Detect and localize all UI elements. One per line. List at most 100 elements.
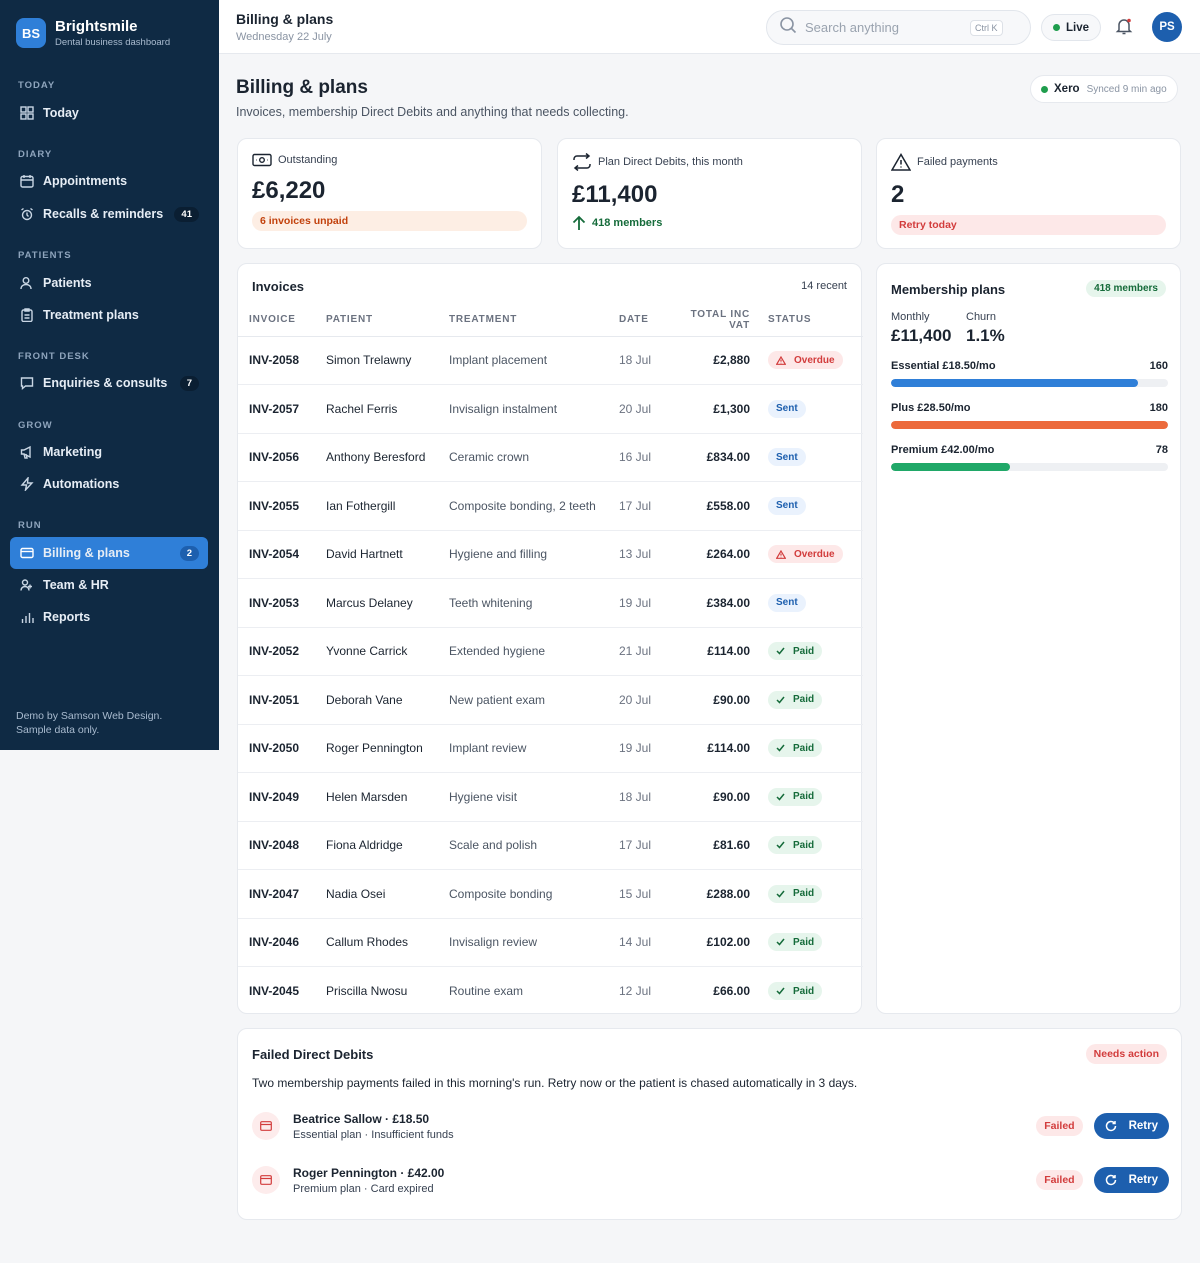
check-icon (776, 890, 789, 898)
invoice-id[interactable]: INV-2050 (238, 724, 315, 773)
sidebar-item-enquiries[interactable]: Enquiries & consults 7 (10, 367, 208, 399)
table-row[interactable]: INV-2058 Simon Trelawny Implant placement 1… (238, 336, 863, 385)
table-row[interactable]: INV-2052 Yvonne Carrick Extended hygiene 21… (238, 627, 863, 676)
invoice-id[interactable]: INV-2053 (238, 578, 315, 628)
invoice-date: 20 Jul (608, 384, 663, 434)
table-row[interactable]: INV-2057 Rachel Ferris Invisalign instalme… (238, 384, 863, 434)
retry-button[interactable]: Retry (1093, 1113, 1169, 1139)
status-cell: Paid (758, 627, 863, 676)
sidebar-item-patients[interactable]: Patients (10, 267, 208, 299)
invoice-id[interactable]: INV-2051 (238, 675, 315, 725)
invoice-id[interactable]: INV-2046 (238, 918, 315, 967)
table-header-row: INVOICE PATIENT TREATMENT DATE TOTAL INC… (238, 304, 863, 337)
table-row[interactable]: INV-2049 Helen Marsden Hygiene visit 18 Jul… (238, 772, 863, 822)
monthly-label: Monthly (891, 311, 930, 323)
invoice-id[interactable]: INV-2047 (238, 869, 315, 919)
column-header-treatment[interactable]: TREATMENT (438, 304, 608, 337)
avatar[interactable]: PS (1152, 12, 1182, 42)
column-header-patient[interactable]: PATIENT (315, 304, 438, 337)
failed-dd-meta: Premium plan · Card expired (293, 1182, 434, 1195)
team-icon (19, 577, 35, 593)
members-count: 418 members (592, 217, 663, 229)
column-header-total[interactable]: TOTAL INC VAT (663, 304, 758, 337)
page-subtitle: Invoices, membership Direct Debits and a… (236, 105, 629, 119)
table-row[interactable]: INV-2050 Roger Pennington Implant review 19… (238, 724, 863, 773)
status-cell: Sent (758, 578, 863, 628)
repeat-icon (572, 153, 592, 171)
members-trend: 418 members (572, 215, 847, 231)
invoice-total: £288.00 (663, 869, 758, 919)
plan-progress-track (891, 379, 1168, 387)
sidebar-item-appointments[interactable]: Appointments (10, 165, 208, 197)
sidebar-item-label: Team & HR (43, 578, 109, 592)
failed-dd-meta: Essential plan · Insufficient funds (293, 1128, 454, 1141)
status-label: Paid (793, 791, 815, 803)
table-row[interactable]: INV-2055 Ian Fothergill Composite bonding,… (238, 481, 863, 531)
retry-today-pill: Retry today (891, 215, 1166, 235)
status-label: Paid (793, 839, 815, 851)
table-row[interactable]: INV-2045 Priscilla Nwosu Routine exam 12 Ju… (238, 967, 863, 1016)
churn-value: 1.1% (966, 326, 1005, 345)
status-badge: Paid (768, 787, 823, 806)
column-header-status[interactable]: STATUS (758, 304, 863, 337)
search-input[interactable] (805, 20, 970, 35)
failed-status-badge: Failed (1036, 1116, 1083, 1136)
plan-label-row: Plus £28.50/mo 180 (891, 402, 1168, 414)
invoice-id[interactable]: INV-2058 (238, 336, 315, 385)
treatment: Invisalign instalment (438, 384, 608, 434)
nav-section-patients: PATIENTS (18, 250, 72, 261)
retry-button[interactable]: Retry (1093, 1167, 1169, 1193)
live-indicator[interactable]: Live (1041, 14, 1102, 41)
check-icon (776, 744, 789, 752)
treatment: Composite bonding (438, 869, 608, 919)
xero-sync-badge[interactable]: Xero Synced 9 min ago (1030, 75, 1178, 103)
search-box[interactable]: Ctrl K (766, 10, 1031, 45)
table-row[interactable]: INV-2048 Fiona Aldridge Scale and polish 17… (238, 821, 863, 870)
column-header-invoice[interactable]: INVOICE (238, 304, 315, 337)
sidebar-item-reports[interactable]: Reports (10, 601, 208, 633)
sidebar-item-label: Treatment plans (43, 308, 139, 322)
sidebar-item-label: Appointments (43, 174, 128, 188)
sidebar-item-automations[interactable]: Automations (10, 468, 208, 500)
patient-name: Anthony Beresford (315, 433, 438, 482)
treatment: Composite bonding, 2 teeth (438, 481, 608, 531)
invoice-total: £114.00 (663, 627, 758, 676)
megaphone-icon (19, 444, 35, 460)
invoice-id[interactable]: INV-2048 (238, 821, 315, 870)
table-row[interactable]: INV-2046 Callum Rhodes Invisalign review 14… (238, 918, 863, 967)
table-row[interactable]: INV-2056 Anthony Beresford Ceramic crown 16… (238, 433, 863, 482)
sidebar-item-recalls[interactable]: Recalls & reminders 41 (10, 198, 208, 230)
invoice-id[interactable]: INV-2057 (238, 384, 315, 434)
sidebar-item-marketing[interactable]: Marketing (10, 436, 208, 468)
table-row[interactable]: INV-2053 Marcus Delaney Teeth whitening 19 … (238, 578, 863, 628)
failed-direct-debits-card: Failed Direct Debits Needs action Two me… (237, 1028, 1182, 1220)
table-row[interactable]: INV-2054 David Hartnett Hygiene and fillin… (238, 530, 863, 579)
arrow-up-icon (572, 215, 586, 231)
invoice-id[interactable]: INV-2045 (249, 984, 300, 998)
chat-icon (19, 375, 35, 391)
calendar-icon (19, 173, 35, 189)
invoice-id[interactable]: INV-2056 (238, 433, 315, 482)
page-title: Billing & plans (236, 77, 368, 98)
plan-members: 78 (1155, 444, 1168, 456)
invoice-id[interactable]: INV-2054 (238, 530, 315, 579)
treatment: Extended hygiene (438, 627, 608, 676)
invoice-id[interactable]: INV-2049 (238, 772, 315, 822)
table-row[interactable]: INV-2047 Nadia Osei Composite bonding 15 Ju… (238, 869, 863, 919)
invoice-id[interactable]: INV-2052 (238, 627, 315, 676)
check-icon (776, 938, 789, 946)
column-header-date[interactable]: DATE (608, 304, 663, 337)
sidebar-item-treatment-plans[interactable]: Treatment plans (10, 299, 208, 331)
failed-dd-description: Two membership payments failed in this m… (252, 1076, 858, 1090)
sidebar-item-billing[interactable]: Billing & plans 2 (10, 537, 208, 569)
table-row[interactable]: INV-2051 Deborah Vane New patient exam 20 J… (238, 675, 863, 725)
patient-name: David Hartnett (315, 530, 438, 579)
invoice-id[interactable]: INV-2055 (238, 481, 315, 531)
status-badge: Sent (768, 496, 806, 515)
sidebar-item-today[interactable]: Today (10, 97, 208, 129)
nav-section-grow: GROW (18, 420, 53, 431)
bell-icon[interactable] (1114, 16, 1134, 41)
patient-name: Marcus Delaney (315, 578, 438, 628)
cash-icon (252, 153, 272, 167)
sidebar-item-team[interactable]: Team & HR (10, 569, 208, 601)
